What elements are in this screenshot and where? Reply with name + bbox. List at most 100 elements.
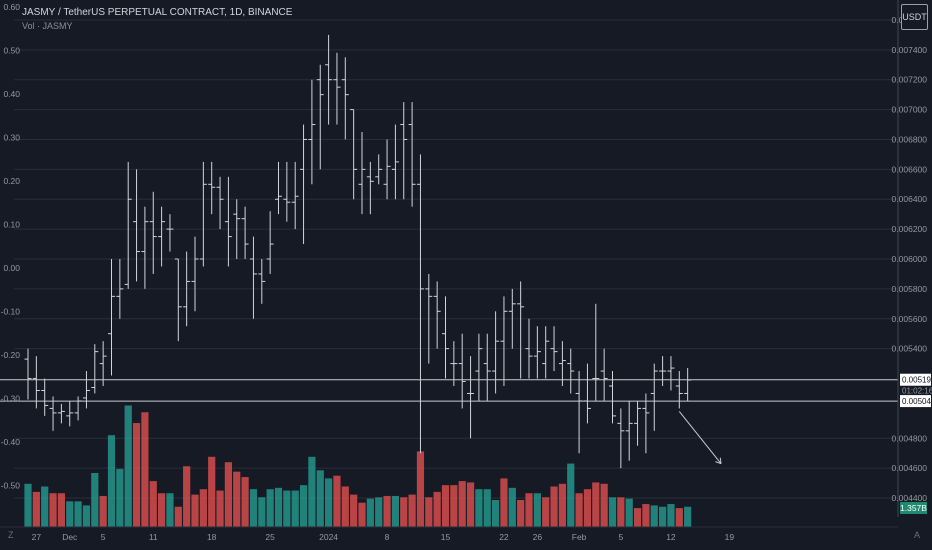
ohlc-bar bbox=[99, 341, 107, 386]
ohlc-bar bbox=[49, 396, 57, 431]
ohlc-bar bbox=[533, 326, 541, 379]
volume-bar bbox=[158, 493, 166, 527]
ohlc-bar bbox=[575, 371, 583, 454]
x-axis-tick: Dec bbox=[62, 532, 78, 542]
volume-bar bbox=[124, 405, 132, 527]
volume-bar bbox=[625, 498, 633, 527]
left-axis-tick: 0.60 bbox=[3, 2, 20, 12]
auto-scale-label[interactable]: A bbox=[914, 530, 921, 540]
ohlc-bar bbox=[57, 403, 65, 424]
volume-bar bbox=[366, 498, 374, 527]
volume-bar bbox=[258, 497, 266, 527]
volume-bar bbox=[32, 491, 40, 527]
left-axis-tick: -0.30 bbox=[1, 394, 21, 404]
currency-button[interactable]: USDT bbox=[901, 4, 928, 30]
ohlc-bar bbox=[191, 236, 199, 312]
ohlc-bar bbox=[550, 326, 558, 372]
right-axis-tick: 0.005600 bbox=[892, 314, 928, 324]
ohlc-bar bbox=[325, 34, 333, 125]
volume-bar bbox=[291, 490, 299, 527]
ohlc-bar bbox=[258, 259, 266, 304]
right-axis-tick: 0.006800 bbox=[892, 134, 928, 144]
volume-bar bbox=[517, 500, 525, 527]
volume-bar bbox=[316, 470, 324, 527]
price-label-box bbox=[900, 373, 931, 386]
ohlc-bar bbox=[333, 52, 341, 125]
volume-bar bbox=[633, 508, 642, 527]
volume-bar bbox=[191, 494, 199, 527]
right-axis-tick: 0.006400 bbox=[892, 194, 928, 204]
volume-bar bbox=[425, 497, 433, 527]
volume-bar bbox=[684, 506, 692, 527]
volume-bar bbox=[600, 483, 608, 527]
volume-bar bbox=[57, 493, 65, 527]
price-label: 0.005049 bbox=[902, 397, 932, 406]
ohlc-bar bbox=[408, 102, 416, 207]
ohlc-bar bbox=[24, 348, 32, 400]
volume-bar bbox=[408, 494, 416, 527]
volume-bars bbox=[24, 405, 692, 527]
volume-bar bbox=[483, 489, 491, 527]
volume-bar bbox=[91, 473, 99, 527]
right-axis-tick: 0.007400 bbox=[892, 45, 928, 55]
ohlc-bar bbox=[233, 199, 241, 259]
ohlc-bar bbox=[341, 57, 349, 140]
price-lines bbox=[0, 379, 898, 402]
ohlc-bar bbox=[642, 393, 650, 454]
x-axis-tick: 27 bbox=[32, 532, 42, 542]
right-axis[interactable]: 0.0076000.0074000.0072000.0070000.006800… bbox=[892, 0, 928, 517]
volume-bar bbox=[475, 489, 483, 527]
x-axis-tick: 5 bbox=[101, 532, 106, 542]
ohlc-bar bbox=[32, 356, 40, 409]
ohlc-bar bbox=[124, 161, 132, 289]
left-axis-tick: -0.20 bbox=[1, 350, 21, 360]
ohlc-bar bbox=[558, 341, 566, 386]
volume-bar bbox=[299, 485, 308, 527]
volume-bar bbox=[575, 493, 583, 527]
volume-indicator-label[interactable]: Vol · JASMY bbox=[22, 21, 73, 31]
volume-bar bbox=[132, 423, 141, 527]
x-axis-tick: 18 bbox=[207, 532, 217, 542]
ohlc-bar bbox=[542, 326, 550, 379]
ohlc-bar bbox=[475, 333, 483, 401]
x-axis-tick: 19 bbox=[725, 532, 735, 542]
ohlc-bar bbox=[375, 154, 383, 185]
ohlc-bar bbox=[400, 102, 408, 200]
volume-bar bbox=[567, 463, 575, 527]
ohlc-bar bbox=[141, 206, 149, 289]
volume-bar bbox=[183, 466, 191, 527]
ohlc-bar bbox=[634, 400, 642, 446]
volume-bar bbox=[358, 502, 366, 527]
volume-bar bbox=[41, 486, 49, 527]
ohlc-bar bbox=[508, 288, 516, 349]
volume-bar bbox=[141, 412, 149, 527]
volume-bar bbox=[308, 456, 316, 527]
volume-bar bbox=[116, 468, 124, 527]
zoom-corner-label[interactable]: Z bbox=[8, 530, 14, 540]
volume-bar bbox=[508, 487, 516, 527]
ohlc-bar bbox=[667, 356, 675, 391]
ohlc-bar bbox=[266, 211, 274, 274]
volume-bar bbox=[391, 495, 399, 527]
ohlc-bar bbox=[450, 341, 458, 386]
ohlc-bar bbox=[650, 363, 658, 431]
ohlc-bar bbox=[358, 132, 366, 215]
ohlc-bar bbox=[467, 356, 475, 439]
volume-bar bbox=[82, 505, 91, 527]
x-axis-tick: 11 bbox=[149, 532, 158, 542]
ohlc-bar bbox=[492, 311, 500, 394]
ohlc-bar bbox=[416, 154, 424, 454]
ohlc-bar bbox=[517, 281, 525, 379]
x-axis[interactable]: 27 Dec 5 11 18 25 2024 8 15 22 26 Feb 5 12 19 bbox=[0, 526, 898, 542]
volume-bar bbox=[441, 485, 450, 527]
left-axis-tick: 0.30 bbox=[3, 133, 20, 143]
left-axis-tick: 0.40 bbox=[3, 89, 20, 99]
price-label: 01:02:16 bbox=[902, 387, 932, 396]
x-axis-tick: 22 bbox=[499, 532, 509, 542]
ohlc-bar bbox=[91, 344, 99, 394]
volume-badge bbox=[900, 502, 927, 514]
ohlc-bar bbox=[174, 258, 182, 342]
volume-bar bbox=[642, 504, 650, 527]
price-label-box bbox=[900, 395, 931, 408]
